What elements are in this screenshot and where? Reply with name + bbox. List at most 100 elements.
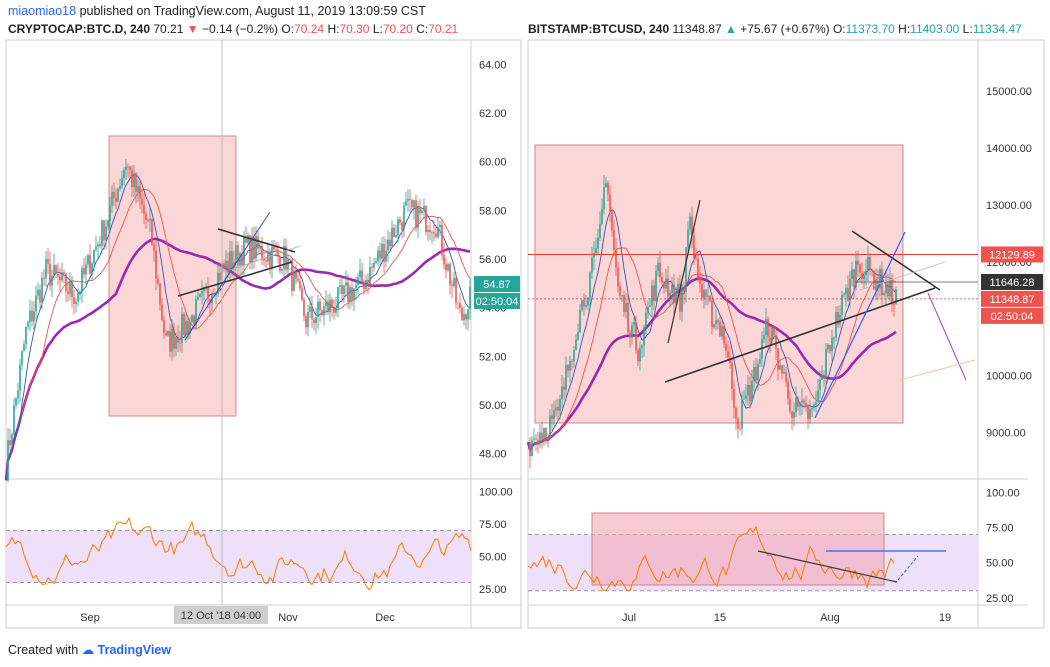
candle-body: [867, 257, 869, 271]
candle-body: [777, 348, 779, 370]
candle-body: [147, 219, 149, 221]
candle-body: [77, 292, 79, 302]
candle-body: [819, 379, 821, 391]
candle-body: [257, 236, 259, 249]
y-tick-label: 50.00: [479, 400, 507, 412]
candle-body: [177, 337, 179, 343]
candle-body: [103, 220, 105, 241]
candle-body: [603, 187, 605, 210]
candle-body: [61, 272, 63, 281]
candle-body: [551, 415, 553, 420]
candle-body: [311, 306, 313, 320]
candle-body: [659, 262, 661, 278]
candle-body: [849, 278, 851, 301]
candle-body: [33, 311, 35, 322]
candle-body: [433, 232, 435, 234]
trendline: [184, 211, 271, 341]
candle-body: [341, 285, 343, 295]
tradingview-brand[interactable]: TradingView: [97, 643, 172, 657]
author-link[interactable]: miaomiao18: [8, 4, 77, 18]
candle-body: [641, 345, 643, 348]
candle-body: [811, 407, 813, 410]
candle-body: [361, 270, 363, 283]
price-label-box: [981, 246, 1043, 263]
candle-body: [229, 251, 231, 273]
ma-mid-line: [5, 188, 471, 481]
candle-body: [193, 315, 195, 326]
candle-body: [375, 261, 377, 264]
trendline: [664, 287, 936, 383]
y-tick-label: 60.00: [479, 157, 507, 169]
candle-body: [653, 285, 655, 302]
candle-body: [225, 260, 227, 269]
candle-body: [199, 293, 201, 298]
candle-body: [23, 344, 25, 352]
candle-body: [155, 250, 157, 279]
y-tick-label: 14000.00: [986, 143, 1032, 155]
left-symbol[interactable]: CRYPTOCAP:BTC.D, 240: [8, 22, 151, 36]
y-tick-label: 58.00: [479, 205, 507, 217]
candle-body: [303, 299, 305, 317]
candle-body: [573, 349, 575, 362]
candle-body: [255, 236, 257, 259]
candle-body: [873, 270, 875, 290]
candle-body: [837, 311, 839, 325]
candle-body: [153, 244, 155, 251]
candle-body: [435, 233, 437, 237]
y-tick-label: 62.00: [479, 108, 507, 120]
candle-body: [101, 220, 103, 247]
candle-body: [725, 343, 727, 352]
candle-body: [421, 210, 423, 214]
candle-body: [847, 287, 849, 301]
candle-body: [795, 398, 797, 413]
candle-body: [685, 247, 687, 292]
candle-body: [583, 300, 585, 307]
candle-body: [133, 173, 135, 187]
candle-body: [35, 295, 37, 312]
trendline: [859, 261, 946, 291]
candle-body: [715, 320, 717, 324]
candle-body: [687, 229, 689, 248]
candle-body: [791, 411, 793, 418]
candle-body: [669, 292, 671, 297]
rsi-highlight-box: [591, 512, 885, 586]
candle-body: [287, 259, 289, 270]
candle-body: [781, 365, 783, 374]
candle-body: [387, 239, 389, 251]
candle-body: [379, 250, 381, 259]
left-chart: 64.0062.0060.0058.0056.0054.0052.0050.00…: [4, 40, 521, 628]
candle-body: [245, 236, 247, 243]
candle-body: [163, 319, 165, 333]
candle-body: [575, 339, 577, 350]
candle-body: [331, 299, 333, 308]
candle-body: [889, 279, 891, 297]
candle-body: [711, 300, 713, 328]
candle-body: [783, 372, 785, 374]
rsi-arrow: [897, 555, 919, 581]
candle-body: [19, 364, 21, 391]
candle-body: [457, 302, 459, 304]
price-label: 12129.89: [989, 249, 1035, 261]
candle-body: [545, 427, 547, 439]
candle-body: [441, 225, 443, 255]
candle-body: [273, 246, 275, 250]
candle-body: [451, 284, 453, 287]
candle-body: [463, 314, 465, 321]
price-label-box: [474, 276, 520, 292]
price-label: 02:50:04: [476, 296, 519, 308]
candle-body: [853, 269, 855, 287]
candle-body: [289, 259, 291, 261]
candle-body: [67, 291, 69, 294]
candle-body: [851, 269, 853, 279]
candle-body: [593, 253, 595, 258]
candle-body: [345, 282, 347, 286]
candle-body: [635, 322, 637, 350]
candle-body: [207, 287, 209, 299]
candle-body: [755, 366, 757, 381]
right-symbol[interactable]: BITSTAMP:BTCUSD, 240: [528, 22, 670, 36]
rsi-tick-label: 50.00: [479, 551, 507, 563]
candle-body: [43, 277, 45, 279]
candle-body: [861, 272, 863, 280]
candle-body: [253, 236, 255, 259]
